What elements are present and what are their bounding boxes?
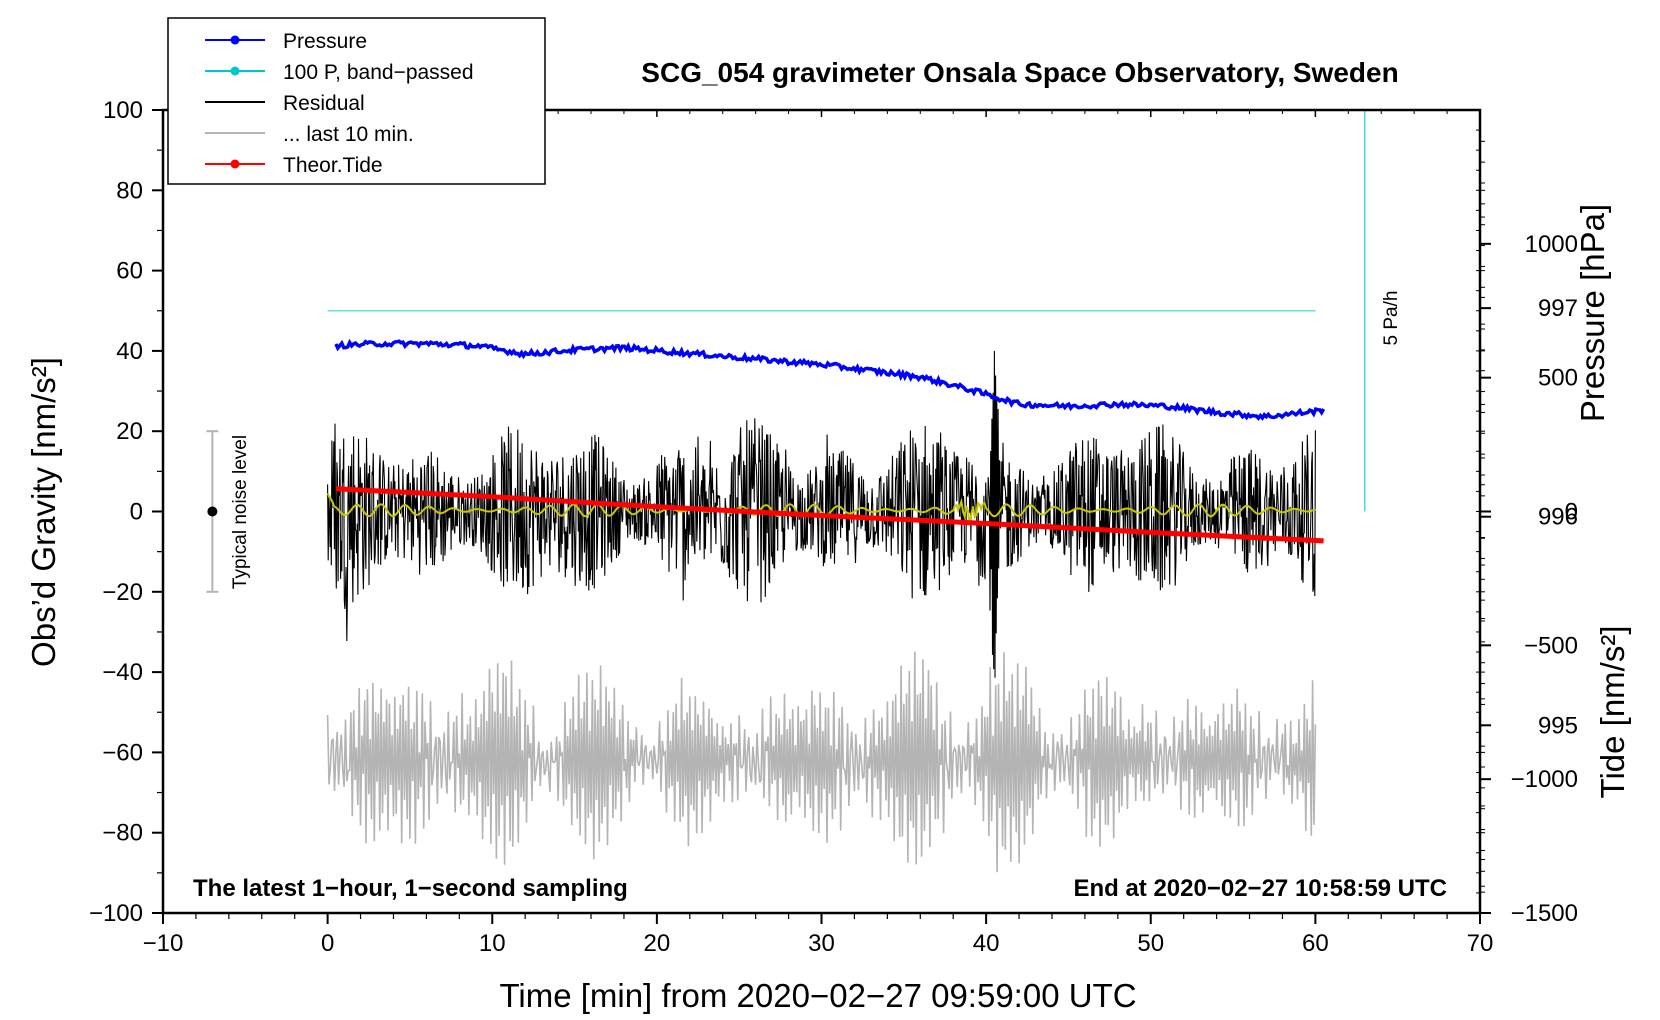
legend-label: Theor.Tide: [283, 154, 383, 177]
y-tick-label: −40: [102, 659, 143, 686]
legend-label: 100 P, band−passed: [283, 61, 474, 84]
pressure-tick-label: 997: [1538, 295, 1578, 322]
y-axis-title-tide: Tide [nm/s²]: [1594, 626, 1631, 799]
tide-tick-label: 500: [1538, 365, 1578, 392]
series-layer: [326, 110, 1366, 873]
x-tick-label: −10: [143, 930, 184, 957]
y-tick-label: −100: [89, 900, 143, 927]
theoretical-tide-line: [335, 486, 1324, 544]
y-tick-label: −60: [102, 739, 143, 766]
legend-marker: [230, 159, 240, 169]
x-axis-title: Time [min] from 2020−02−27 09:59:00 UTC: [499, 977, 1136, 1014]
chart-title: SCG_054 gravimeter Onsala Space Observat…: [641, 57, 1398, 88]
x-tick-label: 50: [1137, 930, 1164, 957]
tide-tick-label: 1000: [1525, 231, 1578, 258]
noise-level-label: Typical noise level: [230, 435, 251, 589]
y-tick-label: 0: [130, 499, 143, 526]
footer-right-label: End at 2020−02−27 10:58:59 UTC: [1073, 875, 1447, 902]
legend-entries: Pressure 100 P, band−passed Residual ... la…: [205, 30, 474, 177]
residual-line: [327, 350, 1316, 678]
x-tick-label: 60: [1302, 930, 1329, 957]
tide-tick-label: −500: [1524, 632, 1578, 659]
pressure-line: [334, 338, 1326, 421]
legend: Pressure 100 P, band−passed Residual ... la…: [167, 17, 546, 185]
y-axis-title-pressure: Pressure [hPa]: [1574, 204, 1611, 422]
legend-label: Pressure: [283, 30, 367, 53]
legend-marker: [230, 66, 240, 76]
y-tick-label: −80: [102, 820, 143, 847]
tide-tick-label: −1000: [1511, 766, 1578, 793]
x-tick-label: 40: [973, 930, 1000, 957]
x-tick-label: 10: [479, 930, 506, 957]
tide-tick-label: −1500: [1511, 900, 1578, 927]
legend-marker: [230, 35, 240, 45]
pressure-tick-label: 996: [1538, 504, 1578, 531]
y-tick-label: 20: [116, 418, 143, 445]
last-10-min-line: [326, 651, 1317, 873]
band-passed-gravity-line: [326, 492, 1316, 526]
legend-label: ... last 10 min.: [283, 123, 414, 146]
axes-layer: −10 0 10 20 30 40 50 60 70−100−80−60−40−20020406…: [89, 97, 1578, 957]
pressure-tick-label: 995: [1538, 712, 1578, 739]
y-tick-label: 80: [116, 177, 143, 204]
tide-tick-label: 0: [1565, 499, 1578, 526]
y-tick-label: −20: [102, 579, 143, 606]
y-tick-label: 100: [103, 97, 143, 124]
y-tick-label: 40: [116, 338, 143, 365]
noise-bar-center-dot: [207, 506, 218, 517]
pressure-rate-label: 5 Pa/h: [1381, 291, 1402, 346]
x-tick-label: 70: [1467, 930, 1494, 957]
y-axis-title-gravity: Obs’d Gravity [nm/s²]: [25, 357, 62, 667]
x-tick-label: 30: [808, 930, 835, 957]
x-tick-label: 20: [644, 930, 671, 957]
y-tick-label: 60: [116, 258, 143, 285]
footer-left-label: The latest 1−hour, 1−second sampling: [193, 875, 628, 902]
x-tick-label: 0: [321, 930, 334, 957]
legend-label: Residual: [283, 92, 365, 115]
